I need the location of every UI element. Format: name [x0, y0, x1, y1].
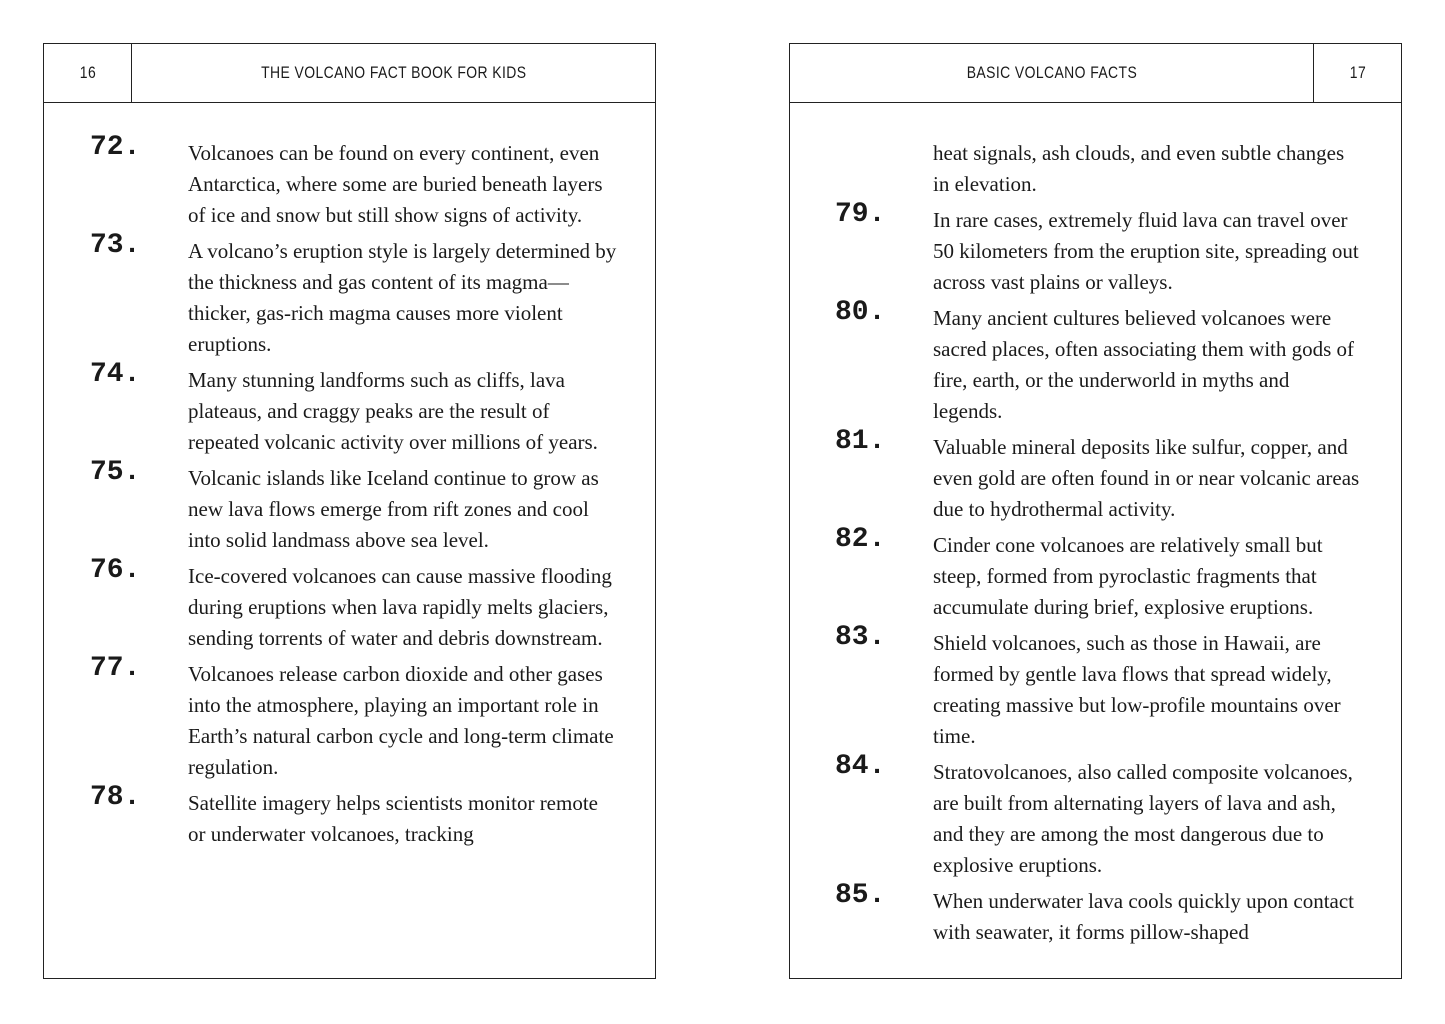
- left-page: 16 THE VOLCANO FACT BOOK FOR KIDS 72. Vol…: [43, 43, 656, 979]
- page-number: 16: [44, 44, 132, 102]
- fact-number: 74.: [90, 359, 141, 390]
- fact-number: 79.: [835, 199, 886, 230]
- fact-item: 79. In rare cases, extremely fluid lava c…: [790, 199, 1401, 298]
- fact-number: 77.: [90, 653, 141, 684]
- fact-text: Shield volcanoes, such as those in Hawai…: [933, 631, 1341, 748]
- fact-item: 75. Volcanic islands like Iceland continu…: [44, 457, 655, 556]
- fact-continuation: heat signals, ash clouds, and even subtl…: [933, 141, 1345, 196]
- fact-number: 75.: [90, 457, 141, 488]
- fact-item: 80. Many ancient cultures believed volcan…: [790, 297, 1401, 427]
- right-page: BASIC VOLCANO FACTS 17 heat signals, ash…: [789, 43, 1402, 979]
- fact-number: 81.: [835, 426, 886, 457]
- fact-number: 72.: [90, 132, 141, 163]
- fact-text: Many ancient cultures believed volcanoes…: [933, 306, 1355, 423]
- fact-list: 72. Volcanoes can be found on every conti…: [44, 132, 655, 855]
- fact-item: 85. When underwater lava cools quickly up…: [790, 880, 1401, 948]
- running-head: THE VOLCANO FACT BOOK FOR KIDS: [260, 63, 527, 82]
- fact-text: A volcano’s eruption style is largely de…: [188, 239, 617, 356]
- fact-text: Satellite imagery helps scientists monit…: [188, 791, 598, 846]
- fact-item: 83. Shield volcanoes, such as those in Ha…: [790, 622, 1401, 752]
- fact-text: Volcanic islands like Iceland continue t…: [188, 466, 599, 552]
- fact-item: 82. Cinder cone volcanoes are relatively …: [790, 524, 1401, 623]
- fact-number: 84.: [835, 751, 886, 782]
- page-number: 17: [1313, 44, 1401, 102]
- fact-item: 81. Valuable mineral deposits like sulfur…: [790, 426, 1401, 525]
- fact-text: Volcanoes release carbon dioxide and oth…: [188, 662, 614, 779]
- fact-number: 80.: [835, 297, 886, 328]
- fact-item: 74. Many stunning landforms such as cliff…: [44, 359, 655, 458]
- page-header: BASIC VOLCANO FACTS 17: [790, 44, 1401, 103]
- fact-text: When underwater lava cools quickly upon …: [933, 889, 1355, 944]
- fact-item: 73. A volcano’s eruption style is largely…: [44, 230, 655, 360]
- fact-item: 78. Satellite imagery helps scientists mo…: [44, 782, 655, 850]
- fact-number: 83.: [835, 622, 886, 653]
- fact-item: 77. Volcanoes release carbon dioxide and …: [44, 653, 655, 783]
- fact-number: 82.: [835, 524, 886, 555]
- fact-text: Valuable mineral deposits like sulfur, c…: [933, 435, 1360, 521]
- fact-text: Volcanoes can be found on every continen…: [188, 141, 603, 227]
- fact-text: Stratovolcanoes, also called composite v…: [933, 760, 1353, 877]
- fact-item: 72. Volcanoes can be found on every conti…: [44, 132, 655, 231]
- running-head: BASIC VOLCANO FACTS: [966, 63, 1137, 82]
- fact-text: Ice-covered volcanoes can cause massive …: [188, 564, 612, 650]
- fact-item: 76. Ice-covered volcanoes can cause massi…: [44, 555, 655, 654]
- fact-text: Many stunning landforms such as cliffs, …: [188, 368, 598, 454]
- fact-number: 85.: [835, 880, 886, 911]
- page-header: 16 THE VOLCANO FACT BOOK FOR KIDS: [44, 44, 655, 103]
- fact-text: Cinder cone volcanoes are relatively sma…: [933, 533, 1323, 619]
- fact-item: 84. Stratovolcanoes, also called composit…: [790, 751, 1401, 881]
- fact-number: 78.: [90, 782, 141, 813]
- fact-number: 73.: [90, 230, 141, 261]
- fact-number: 76.: [90, 555, 141, 586]
- fact-text: In rare cases, extremely fluid lava can …: [933, 208, 1359, 294]
- fact-list: heat signals, ash clouds, and even subtl…: [790, 138, 1401, 953]
